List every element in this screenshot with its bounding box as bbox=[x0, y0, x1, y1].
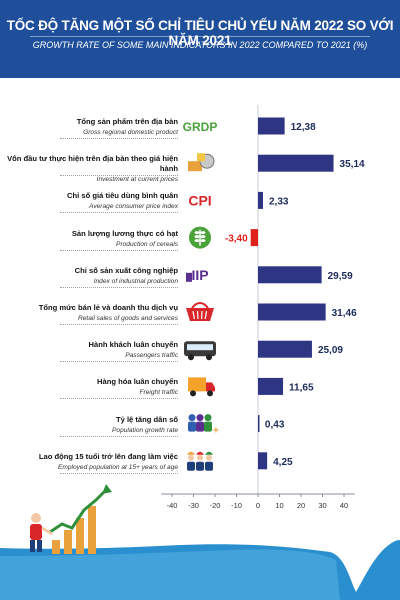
bus-icon bbox=[184, 341, 216, 361]
label-dotted-line bbox=[60, 324, 178, 325]
bar bbox=[258, 266, 322, 284]
growth-illustration-icon bbox=[30, 484, 112, 554]
indicator-name-vi: Tỷ lệ tăng dân số bbox=[115, 414, 178, 424]
indicator-name-en: Investment at current prices bbox=[96, 176, 178, 184]
indicator-name-en: Employed population at 15+ years of age bbox=[57, 463, 178, 471]
cpi-icon: CPI bbox=[188, 192, 211, 208]
footer-wave bbox=[0, 540, 400, 600]
value-label: 0,43 bbox=[265, 420, 285, 431]
x-tick-label: -30 bbox=[188, 501, 199, 510]
title-divider bbox=[30, 36, 370, 37]
label-dotted-line bbox=[60, 435, 178, 437]
workers-icon bbox=[187, 451, 213, 471]
page-subtitle: GROWTH RATE OF SOME MAIN INDICATORS IN 2… bbox=[32, 40, 368, 50]
bar bbox=[258, 117, 285, 135]
indicator-name-vi: Hành khách luân chuyển bbox=[88, 340, 178, 350]
indicator-name-en: Retail sales of goods and services bbox=[77, 315, 178, 322]
indicator-label: Sản lượng lương thực có hạt Production of… bbox=[0, 229, 178, 250]
indicator-label: Hành khách luân chuyển Passengers traffic bbox=[0, 340, 178, 361]
retail-basket-icon bbox=[186, 302, 214, 321]
value-label: 35,14 bbox=[340, 159, 365, 170]
cereal-icon bbox=[189, 226, 211, 249]
svg-text:+: + bbox=[213, 426, 219, 437]
indicator-label: Hàng hóa luân chuyển Freight traffic bbox=[0, 377, 178, 398]
bar bbox=[258, 303, 326, 321]
indicator-label: Tỷ lệ tăng dân số Population growth rate bbox=[0, 415, 178, 436]
indicator-name-en: Population growth rate bbox=[112, 426, 178, 434]
indicator-label: Tổng mức bán lẻ và doanh thu dịch vụ Reta… bbox=[0, 303, 178, 324]
icon-text: IIP bbox=[191, 267, 208, 283]
value-label: 25,09 bbox=[318, 345, 343, 356]
label-dotted-line bbox=[60, 286, 178, 288]
indicator-name-en: Average consumer price index bbox=[89, 203, 178, 211]
indicator-label: Tổng sản phẩm trên địa bàn Gross regional… bbox=[0, 117, 178, 138]
indicator-name-vi: Sản lượng lương thực có hạt bbox=[71, 228, 178, 238]
indicator-name-vi: Lao động 15 tuổi trở lên đang làm việc bbox=[38, 451, 178, 461]
indicator-label: Lao động 15 tuổi trở lên đang làm việc Em… bbox=[0, 452, 178, 473]
indicator-label: Vốn đầu tư thực hiện trên địa bàn theo g… bbox=[0, 154, 178, 185]
value-label: 2,33 bbox=[269, 196, 289, 207]
x-tick-label: -40 bbox=[167, 501, 178, 510]
iip-icon: IIP bbox=[186, 267, 209, 283]
indicator-name-en: Production of cereals bbox=[116, 240, 178, 248]
bar bbox=[250, 229, 258, 247]
indicator-name-vi: Vốn đầu tư thực hiện trên địa bàn theo g… bbox=[7, 154, 178, 174]
bar bbox=[258, 191, 264, 209]
label-dotted-line bbox=[60, 472, 178, 474]
x-tick-label: -10 bbox=[231, 501, 242, 510]
icon-text: CPI bbox=[188, 192, 211, 208]
header-banner: TỐC ĐỘ TĂNG MỘT SỐ CHỈ TIÊU CHỦ YẾU NĂM … bbox=[0, 0, 400, 78]
x-tick-label: 40 bbox=[340, 501, 348, 510]
bar bbox=[258, 377, 284, 395]
label-dotted-line bbox=[60, 212, 178, 214]
truck-icon bbox=[188, 377, 215, 397]
indicator-name-en: Index of industrial production bbox=[93, 277, 178, 285]
indicator-name-vi: Chỉ số giá tiêu dùng bình quân bbox=[67, 191, 178, 201]
grdp-icon: GRDP bbox=[183, 120, 218, 134]
bar bbox=[258, 452, 268, 470]
label-dotted-line bbox=[60, 175, 178, 177]
page-title: TỐC ĐỘ TĂNG MỘT SỐ CHỈ TIÊU CHỦ YẾU NĂM … bbox=[6, 18, 394, 48]
value-label: 4,25 bbox=[273, 457, 293, 468]
footer-wave-light bbox=[0, 549, 340, 600]
value-label: -3,40 bbox=[225, 234, 248, 245]
indicator-label: Chỉ số giá tiêu dùng bình quân Average co… bbox=[0, 191, 178, 212]
indicator-name-en: Gross regional domestic product bbox=[83, 129, 178, 136]
x-tick-label: 30 bbox=[318, 501, 326, 510]
bar bbox=[258, 415, 260, 433]
x-tick-label: 10 bbox=[275, 501, 283, 510]
value-label: 11,65 bbox=[289, 382, 314, 393]
x-tick-label: 20 bbox=[297, 501, 305, 510]
value-label: 31,46 bbox=[332, 308, 357, 319]
indicator-name-en: Freight traffic bbox=[139, 389, 178, 397]
label-dotted-line bbox=[60, 138, 178, 139]
value-label: 12,38 bbox=[291, 122, 316, 133]
indicator-label: Chỉ số sản xuất công nghiệp Index of indu… bbox=[0, 266, 178, 287]
indicator-name-en: Passengers traffic bbox=[125, 352, 178, 360]
indicator-name-vi: Chỉ số sản xuất công nghiệp bbox=[74, 265, 178, 275]
x-tick-label: -20 bbox=[210, 501, 221, 510]
bar bbox=[258, 154, 334, 172]
label-dotted-line bbox=[60, 398, 178, 400]
icon-text: GRDP bbox=[183, 120, 218, 134]
indicator-name-vi: Hàng hóa luân chuyển bbox=[96, 377, 178, 387]
investment-icon bbox=[188, 153, 215, 172]
indicator-name-vi: Tổng mức bán lẻ và doanh thu dịch vụ bbox=[38, 303, 178, 312]
bar bbox=[258, 340, 312, 358]
x-tick-label: 0 bbox=[256, 501, 260, 510]
label-dotted-line bbox=[60, 249, 178, 251]
label-dotted-line bbox=[60, 361, 178, 363]
indicator-name-vi: Tổng sản phẩm trên địa bàn bbox=[76, 117, 178, 126]
value-label: 29,59 bbox=[328, 271, 353, 282]
population-icon: + bbox=[188, 414, 219, 437]
